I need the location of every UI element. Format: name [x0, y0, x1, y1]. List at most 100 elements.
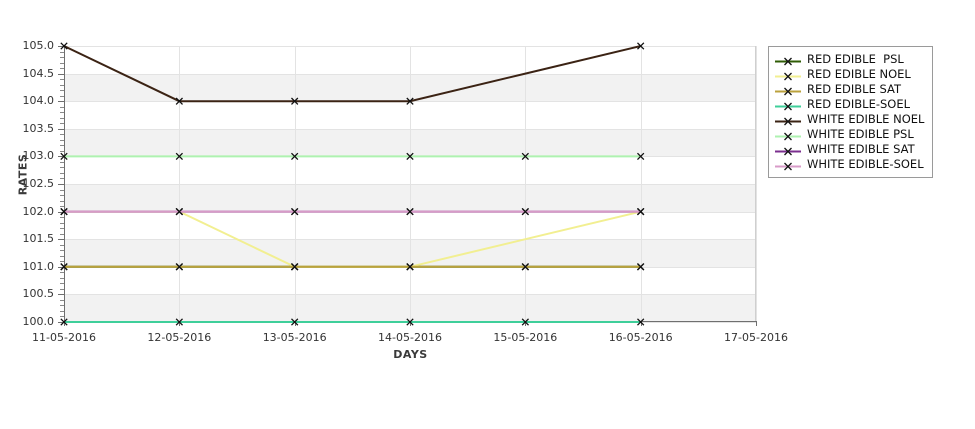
legend-item-2[interactable]: RED EDIBLE SAT: [775, 82, 924, 97]
y-minor-tick-mark: [60, 84, 64, 86]
y-minor-tick-mark: [60, 200, 64, 202]
legend-label: WHITE EDIBLE-SOEL: [807, 157, 924, 171]
x-tick-label: 12-05-2016: [147, 331, 212, 344]
y-minor-tick-mark: [60, 305, 64, 307]
legend: RED EDIBLE PSL RED EDIBLE NOEL RED EDIBLE …: [768, 46, 934, 178]
gridline-vertical: [640, 46, 642, 322]
legend-label: WHITE EDIBLE PSL: [807, 127, 914, 141]
y-minor-tick-mark: [60, 95, 64, 97]
x-tick-mark: [525, 321, 527, 326]
legend-label: RED EDIBLE NOEL: [807, 67, 911, 81]
legend-marker-icon: [775, 113, 801, 126]
y-minor-tick-mark: [60, 161, 64, 163]
y-minor-tick-mark: [60, 195, 64, 197]
y-minor-tick-mark: [60, 222, 64, 224]
y-tick-label: 100.0: [22, 315, 55, 328]
y-minor-tick-mark: [60, 145, 64, 147]
y-minor-tick-mark: [60, 316, 64, 318]
x-tick-label: 13-05-2016: [262, 331, 327, 344]
y-minor-tick-mark: [60, 233, 64, 235]
legend-label: RED EDIBLE PSL: [807, 52, 904, 66]
legend-marker-icon: [775, 68, 801, 81]
y-minor-tick-mark: [60, 139, 64, 141]
legend-item-6[interactable]: WHITE EDIBLE SAT: [775, 142, 924, 157]
y-minor-tick-mark: [60, 272, 64, 274]
y-axis-line: [64, 46, 65, 322]
y-minor-tick-mark: [60, 172, 64, 174]
y-tick-mark: [58, 128, 64, 130]
y-minor-tick-mark: [60, 117, 64, 119]
gridline-vertical: [179, 46, 181, 322]
y-minor-tick-mark: [60, 178, 64, 180]
y-tick-label: 100.5: [22, 287, 55, 301]
y-minor-tick-mark: [60, 57, 64, 59]
legend-label: WHITE EDIBLE SAT: [807, 142, 915, 156]
x-axis-title: DAYS: [393, 348, 428, 361]
x-tick-label: 17-05-2016: [724, 331, 788, 344]
y-tick-label: 101.0: [22, 259, 55, 273]
y-minor-tick-mark: [60, 261, 64, 263]
y-tick-label: 101.5: [22, 232, 55, 246]
y-minor-tick-mark: [60, 217, 64, 219]
gridline-vertical: [525, 46, 527, 322]
y-tick-mark: [58, 156, 64, 158]
x-tick-mark: [640, 321, 642, 326]
legend-marker-icon: [775, 158, 801, 171]
gridline-vertical: [410, 46, 411, 322]
legend-marker-icon: [775, 83, 801, 96]
y-minor-tick-mark: [60, 68, 64, 70]
gridline-vertical: [294, 46, 296, 322]
y-minor-tick-mark: [60, 228, 64, 230]
y-minor-tick-mark: [60, 283, 64, 285]
y-minor-tick-mark: [60, 134, 64, 136]
y-minor-tick-mark: [60, 150, 64, 152]
x-tick-mark: [294, 321, 296, 326]
legend-item-5[interactable]: WHITE EDIBLE PSL: [775, 127, 924, 142]
y-minor-tick-mark: [60, 310, 64, 312]
y-tick-label: 102.0: [22, 204, 55, 218]
y-tick-label: 103.0: [22, 149, 55, 163]
x-tick-mark: [179, 321, 181, 326]
legend-marker-icon: [775, 128, 801, 141]
y-minor-tick-mark: [60, 299, 64, 301]
y-minor-tick-mark: [60, 189, 64, 191]
plot-right-border: [755, 46, 756, 322]
y-tick-mark: [58, 266, 64, 268]
x-tick-mark: [756, 321, 757, 326]
legend-item-4[interactable]: WHITE EDIBLE NOEL: [775, 112, 924, 127]
y-tick-mark: [58, 239, 64, 241]
y-minor-tick-mark: [60, 51, 64, 53]
plot-area: [64, 46, 757, 323]
x-tick-label: 15-05-2016: [493, 331, 558, 344]
y-minor-tick-mark: [60, 167, 64, 169]
legend-marker-icon: [775, 98, 801, 111]
legend-item-1[interactable]: RED EDIBLE NOEL: [775, 67, 924, 82]
y-minor-tick-mark: [60, 79, 64, 81]
legend-item-3[interactable]: RED EDIBLE-SOEL: [775, 97, 924, 112]
legend-label: RED EDIBLE SAT: [807, 82, 902, 96]
y-tick-mark: [58, 294, 64, 296]
y-minor-tick-mark: [60, 112, 64, 114]
gridline-vertical: [756, 46, 757, 322]
legend-label: RED EDIBLE-SOEL: [807, 97, 911, 111]
legend-marker-icon: [775, 143, 801, 156]
y-tick-mark: [58, 211, 64, 213]
y-tick-mark: [58, 73, 64, 75]
x-tick-label: 11-05-2016: [32, 331, 96, 344]
legend-label: WHITE EDIBLE NOEL: [807, 112, 925, 126]
y-tick-label: 104.0: [22, 94, 55, 108]
y-minor-tick-mark: [60, 244, 64, 246]
y-tick-label: 103.5: [22, 121, 55, 135]
y-minor-tick-mark: [60, 62, 64, 64]
y-minor-tick-mark: [60, 288, 64, 290]
y-minor-tick-mark: [60, 206, 64, 208]
y-axis-title: RATES: [16, 153, 30, 196]
y-minor-tick-mark: [60, 90, 64, 92]
legend-item-7[interactable]: WHITE EDIBLE-SOEL: [775, 157, 924, 172]
y-tick-mark: [58, 184, 64, 185]
legend-item-0[interactable]: RED EDIBLE PSL: [775, 52, 924, 67]
y-minor-tick-mark: [60, 250, 64, 252]
x-tick-label: 14-05-2016: [378, 331, 442, 344]
y-tick-label: 102.5: [22, 177, 55, 190]
